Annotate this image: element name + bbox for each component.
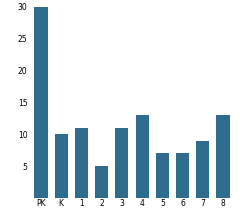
Bar	[95, 166, 108, 198]
Bar	[115, 128, 128, 198]
Bar	[216, 115, 230, 198]
Bar	[196, 141, 209, 198]
Bar	[136, 115, 149, 198]
Bar	[176, 153, 189, 198]
Bar	[75, 128, 88, 198]
Bar	[156, 153, 169, 198]
Bar	[54, 134, 68, 198]
Bar	[34, 7, 48, 198]
